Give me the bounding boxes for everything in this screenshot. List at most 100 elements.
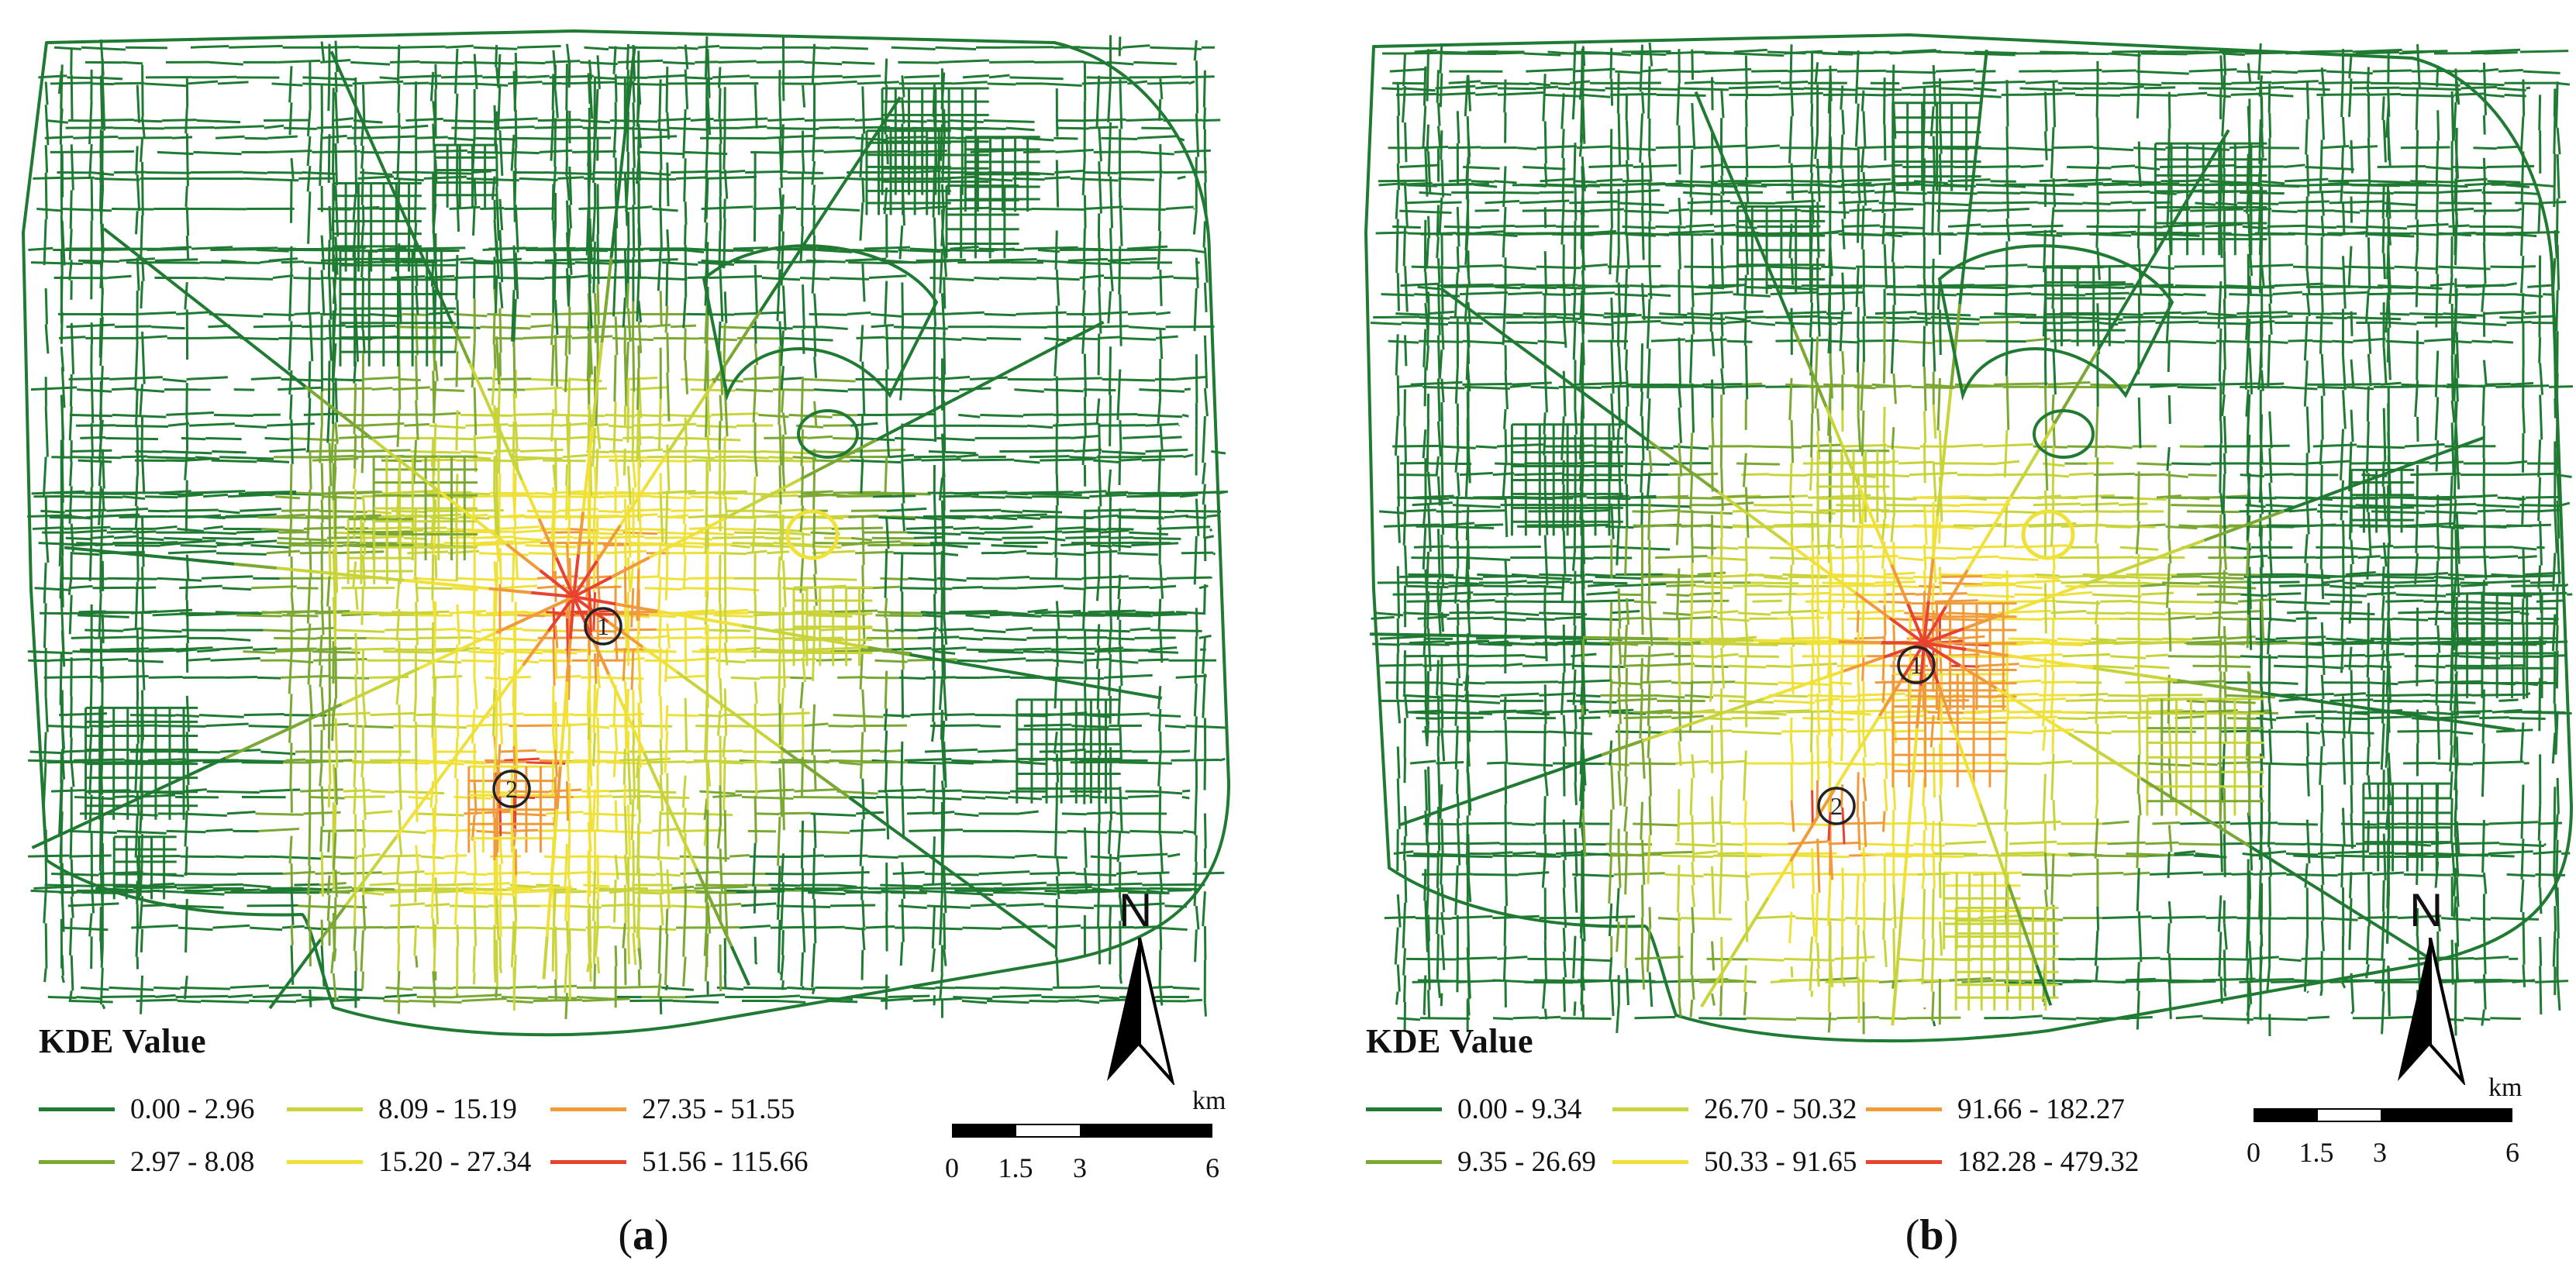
road-segment bbox=[719, 785, 722, 827]
road-segment bbox=[250, 544, 290, 549]
road-segment bbox=[1083, 867, 1088, 893]
road-segment bbox=[1023, 436, 1071, 439]
road-segment bbox=[353, 105, 357, 146]
road-segment bbox=[1464, 385, 1510, 391]
road-segment bbox=[1569, 80, 1591, 84]
road-segment bbox=[99, 191, 104, 224]
road-segment bbox=[880, 577, 909, 581]
road-segment bbox=[1181, 789, 1191, 793]
road-segment bbox=[334, 184, 340, 237]
road-segment bbox=[44, 406, 49, 457]
road-segment bbox=[107, 274, 132, 280]
arterial-road bbox=[276, 567, 319, 574]
road-segment bbox=[184, 480, 188, 532]
road-segment bbox=[781, 285, 787, 331]
road-segment bbox=[812, 128, 816, 162]
arterial-road bbox=[233, 562, 277, 570]
road-segment bbox=[1119, 294, 1122, 346]
road-segment bbox=[60, 312, 64, 344]
road-segment bbox=[453, 93, 459, 146]
road-segment bbox=[1000, 509, 1023, 514]
arterial-road bbox=[660, 790, 681, 831]
road-segment bbox=[549, 74, 594, 79]
road-segment bbox=[1148, 650, 1179, 654]
road-segment bbox=[682, 108, 687, 159]
road-segment bbox=[281, 508, 319, 512]
road-segment bbox=[595, 887, 629, 891]
road-segment bbox=[201, 575, 253, 580]
road-segment bbox=[1195, 906, 1200, 930]
road-segment bbox=[586, 328, 591, 381]
road-segment bbox=[498, 864, 502, 900]
road-segment bbox=[659, 493, 664, 542]
road-segment bbox=[723, 810, 727, 863]
road-segment bbox=[101, 449, 105, 489]
road-segment bbox=[264, 119, 309, 122]
legend-swatch bbox=[39, 1107, 115, 1111]
road-segment bbox=[333, 443, 337, 467]
road-segment bbox=[632, 341, 636, 392]
road-segment bbox=[946, 544, 968, 549]
road-segment bbox=[859, 819, 864, 866]
road-segment bbox=[1157, 397, 1162, 424]
road-segment bbox=[264, 124, 284, 129]
road-segment bbox=[319, 425, 323, 463]
road-segment bbox=[554, 979, 557, 1000]
road-segment bbox=[558, 508, 598, 512]
road-segment bbox=[853, 724, 907, 728]
road-segment bbox=[497, 277, 545, 281]
road-segment bbox=[2261, 850, 2287, 855]
road-segment bbox=[1095, 645, 1101, 670]
road-segment bbox=[691, 650, 716, 654]
road-segment bbox=[1526, 67, 1573, 73]
road-segment bbox=[939, 251, 943, 294]
road-segment bbox=[283, 126, 317, 130]
road-segment bbox=[1202, 891, 1206, 927]
road-segment bbox=[2440, 715, 2480, 720]
road-segment bbox=[203, 277, 225, 281]
road-segment bbox=[383, 650, 436, 654]
road-segment bbox=[658, 616, 662, 648]
road-segment bbox=[1533, 979, 1578, 983]
road-segment bbox=[473, 907, 478, 947]
road-segment bbox=[612, 751, 617, 777]
road-segment bbox=[309, 314, 314, 362]
road-segment bbox=[415, 315, 419, 356]
road-segment bbox=[321, 855, 358, 859]
road-segment bbox=[352, 468, 357, 490]
road-segment bbox=[1429, 462, 1472, 466]
road-segment bbox=[289, 436, 340, 442]
road-segment bbox=[152, 612, 186, 617]
road-segment bbox=[949, 610, 998, 614]
arterial-road bbox=[607, 620, 644, 649]
road-segment bbox=[1055, 876, 1060, 900]
road-segment bbox=[361, 819, 366, 849]
arterial-road bbox=[642, 751, 663, 792]
road-segment bbox=[98, 183, 102, 210]
road-segment bbox=[781, 80, 785, 102]
road-segment bbox=[636, 621, 640, 654]
road-segment bbox=[657, 542, 662, 577]
road-segment bbox=[943, 679, 948, 721]
road-segment bbox=[433, 628, 457, 632]
road-segment bbox=[2140, 52, 2188, 56]
road-segment bbox=[623, 948, 627, 986]
road-segment bbox=[588, 589, 593, 632]
road-segment bbox=[278, 336, 326, 340]
road-segment bbox=[504, 650, 543, 655]
road-segment bbox=[722, 757, 726, 811]
road-segment bbox=[1159, 78, 1164, 100]
ring-road bbox=[797, 409, 859, 459]
road-segment bbox=[517, 44, 561, 49]
road-segment bbox=[1098, 709, 1102, 756]
road-segment bbox=[628, 46, 678, 50]
road-segment bbox=[350, 611, 392, 615]
road-segment bbox=[135, 388, 139, 428]
road-segment bbox=[492, 687, 496, 737]
road-segment bbox=[2206, 312, 2237, 317]
road-segment bbox=[989, 258, 1037, 262]
road-segment bbox=[718, 67, 722, 88]
road-segment bbox=[2227, 717, 2257, 720]
road-segment bbox=[136, 174, 141, 212]
road-segment bbox=[99, 749, 104, 797]
